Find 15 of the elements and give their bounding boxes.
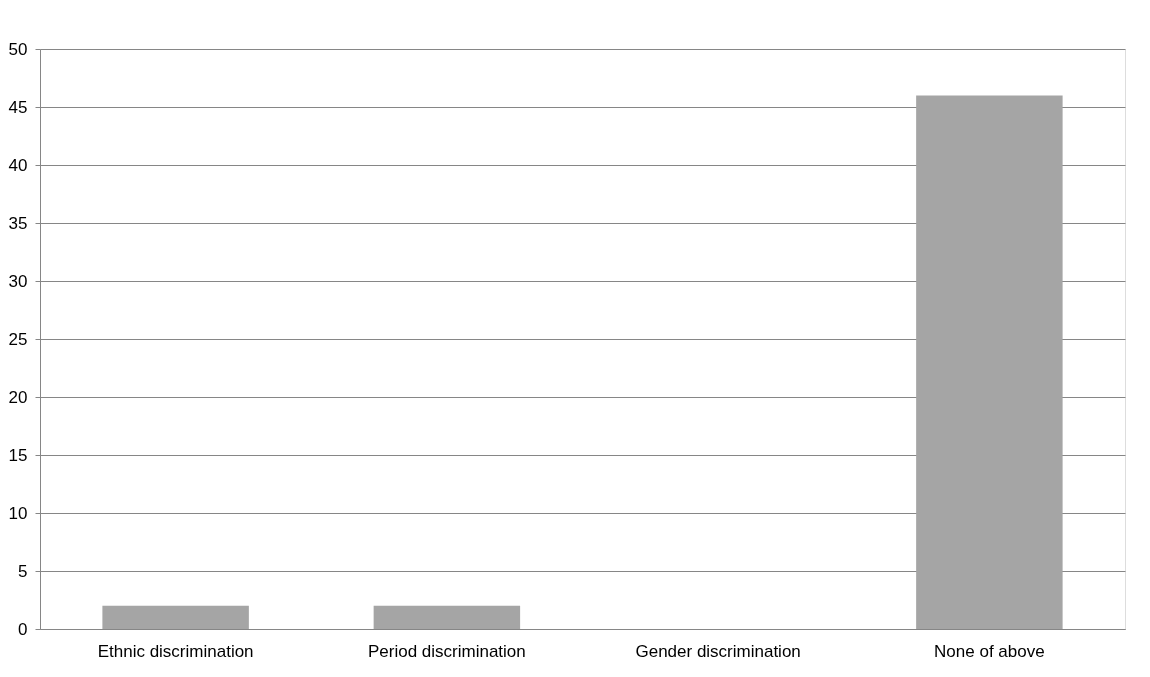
x-tick-label: Period discrimination [367, 641, 526, 661]
x-tick-label: None of above [934, 641, 1045, 661]
y-tick-label: 30 [8, 271, 28, 291]
y-tick-label: 20 [8, 387, 28, 407]
x-tick-label: Ethnic discrimination [97, 641, 254, 661]
y-tick-label: 35 [8, 213, 28, 233]
y-tick-label: 40 [8, 155, 28, 175]
y-tick-label: 15 [8, 445, 28, 465]
y-tick-label: 10 [8, 503, 28, 523]
y-tick-label: 50 [8, 39, 28, 59]
x-tick-label: Gender discrimination [635, 641, 801, 661]
y-tick-label: 45 [8, 97, 28, 117]
y-tick-label: 0 [18, 619, 28, 639]
y-tick-label: 5 [18, 561, 28, 581]
y-tick-label: 25 [8, 329, 28, 349]
